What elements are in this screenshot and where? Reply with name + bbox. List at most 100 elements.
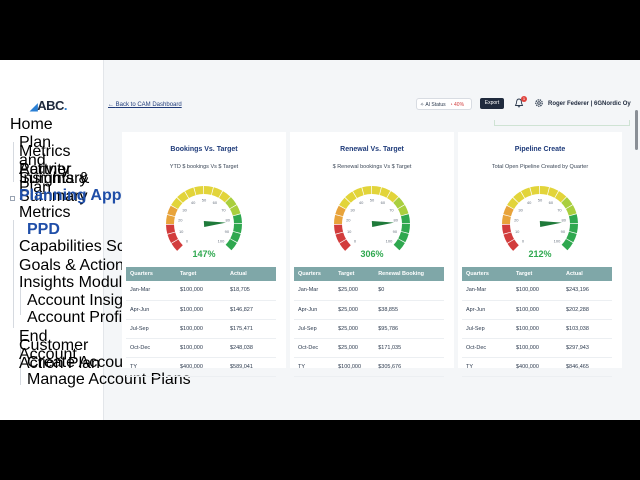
table-cell: $18,705 [225,281,276,301]
table-cell: $100,000 [511,319,562,339]
sidebar-item-insights-modules[interactable]: Insights Modules [19,274,140,291]
table-header[interactable]: Quarters [294,267,335,281]
gauge-segment [177,191,189,203]
table-cell: Apr-Jun [462,300,512,320]
gauge-segment [566,231,577,243]
sidebar-item-metrics[interactable]: Metrics [19,204,71,221]
gauge-tick-label: 10 [515,229,520,234]
table-cell: $846,465 [561,357,612,377]
sidebar-item-plan-metrics[interactable]: Plan Metrics and Activity Summary [19,134,88,187]
gauge-tick-label: 100 [218,238,225,243]
gauge-segment [555,191,567,203]
table-row: Jul-Sep $25,000 $95,786 [294,319,444,339]
export-button[interactable]: Export [480,98,504,109]
gauge-tick-label: 40 [527,200,532,205]
gauge-tick-label: 40 [359,200,364,205]
sidebar-item-home[interactable]: Home [10,116,53,133]
ai-status-percent: ◔ 40% [449,102,465,108]
gauge-segment [513,191,525,203]
table-cell: Jan-Mar [294,281,335,301]
gauge-tick-label: 70 [221,207,226,212]
table-cell: $589,041 [225,357,276,377]
table-header[interactable]: Quarters [126,267,176,281]
gauge-segment [507,239,519,251]
sidebar-item-account-insights[interactable]: Account Insights [27,292,145,309]
gauge-segment [171,239,183,251]
table-header[interactable]: Renewal Booking [374,267,444,281]
scrollbar-thumb[interactable] [635,110,638,150]
sidebar-item-partner-insights[interactable]: Partner Insights & Plan Summary [19,161,90,205]
sidebar-item-account-profiles[interactable]: Account Profiles [27,309,143,326]
table-cell: Jan-Mar [126,281,176,301]
gauge-tick-label: 90 [225,229,230,234]
gauge-tick-label: 20 [178,218,183,223]
gauge-segment [167,232,179,243]
clock-icon: ◔ [449,102,455,108]
table-row: Apr-Jun $25,000 $38,855 [294,300,444,320]
table-header[interactable]: Actual [225,267,276,281]
gauge-segment [565,205,577,216]
card-bookings: Bookings Vs. Target YTD $ bookings Vs $ T… [122,132,286,377]
gauge-segment [372,186,382,195]
gauge-tick-label: 30 [350,207,355,212]
card-title: Renewal Vs. Target [340,146,404,153]
gauge-segment [166,214,175,224]
gauge-segment [171,197,183,209]
app-screen: ◢ABC. Home Plan Metrics and Activity Sum… [0,60,640,420]
table-cell: $100,000 [175,319,226,339]
sidebar-item-end-customer-action-plan[interactable]: End Customer Account Action Plan [19,328,100,372]
table-cell: Oct-Dec [294,338,335,358]
gauge-tick-label: 0 [186,238,189,243]
header: ← Back to CAM Dashboard ✧ AI Status ◔ 40%… [104,96,640,116]
table-cell: $243,196 [561,281,612,301]
sidebar-item-planning-apps[interactable]: Planning Apps [10,188,130,204]
table-cell: $248,038 [225,338,276,358]
table-header[interactable]: Quarters [462,267,512,281]
sidebar-item-ppd[interactable]: PPD [27,221,60,238]
ai-status-badge[interactable]: ✧ AI Status ◔ 40% [416,98,472,110]
gauge-tick-label: 60 [381,200,386,205]
quarters-table: Quarters Target Renewal Booking Jan-Mar $25,… [294,267,444,377]
gauge-segment [219,191,231,203]
table-header[interactable]: Target [334,267,375,281]
gauge-segment [387,191,399,203]
table-cell: Oct-Dec [462,338,512,358]
back-link[interactable]: ← Back to CAM Dashboard [108,102,182,108]
gauge-segment [379,187,391,198]
card-title: Pipeline Create [514,146,566,153]
gear-icon[interactable] [534,98,544,108]
table-row: Oct-Dec $100,000 $297,943 [462,338,612,358]
gauge-tick-label: 30 [518,207,523,212]
table-cell: $95,786 [374,319,444,339]
table-row: Jul-Sep $100,000 $175,471 [126,319,276,339]
table-header[interactable]: Target [175,267,226,281]
gauge-segment [167,205,178,217]
table-cell: Oct-Dec [126,338,176,358]
table-cell: $25,000 [334,300,375,320]
gauge-segment [345,191,357,203]
gauge-tick-label: 0 [522,238,525,243]
gauge-segment [185,187,196,199]
gauge-segment [393,239,405,251]
table-cell: Jul-Sep [462,319,512,339]
gauge-segment [398,231,409,243]
table-header[interactable]: Target [511,267,562,281]
table-row: Apr-Jun $100,000 $146,827 [126,300,276,320]
table-cell: $171,035 [374,338,444,358]
gauge-tick-label: 90 [561,229,566,234]
gauge-needle [539,221,562,227]
table-cell: $0 [374,281,444,301]
table-header[interactable]: Actual [561,267,612,281]
card-subtitle: $ Renewal bookings Vs $ Target [332,164,412,170]
gauge-segment [507,197,519,209]
gauge-tick-label: 100 [554,238,561,243]
gauge-tick-label: 100 [386,238,393,243]
bell-icon[interactable] [514,98,524,108]
gauge-tick-label: 80 [393,218,398,223]
gauge-segment [335,205,346,217]
user-name[interactable]: Roger Federer | 6GNordic Oy [548,101,631,107]
gauge-segment [334,224,344,234]
gauge-segment [393,197,405,209]
table-cell: $38,855 [374,300,444,320]
